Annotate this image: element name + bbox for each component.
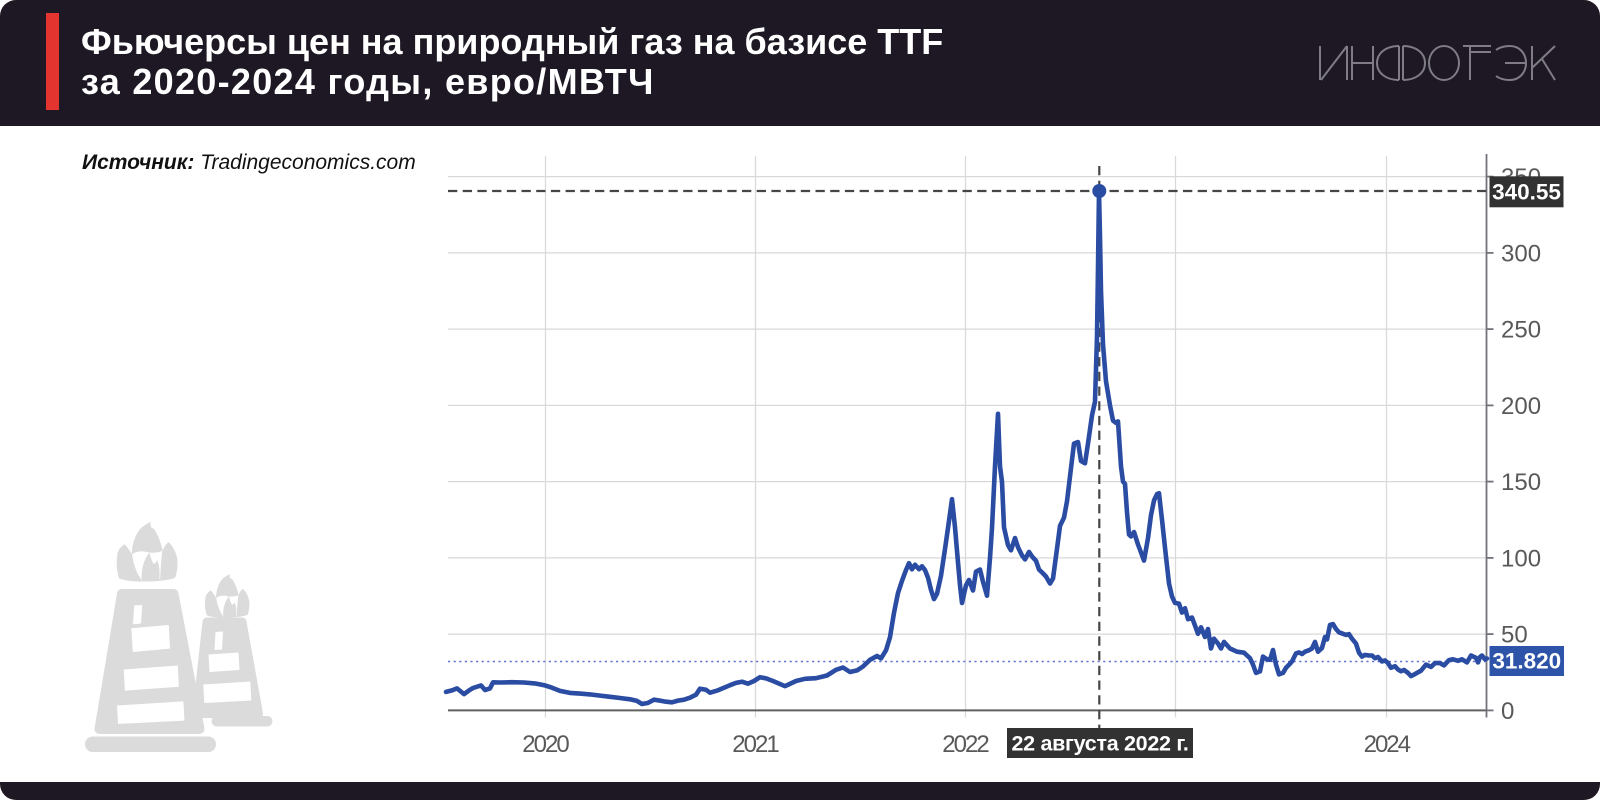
svg-text:2022: 2022 <box>942 731 989 758</box>
svg-text:50: 50 <box>1501 622 1528 649</box>
svg-text:0: 0 <box>1501 698 1514 725</box>
svg-text:250: 250 <box>1501 317 1541 344</box>
svg-text:22 августа 2022 г.: 22 августа 2022 г. <box>1011 732 1188 756</box>
svg-text:100: 100 <box>1501 545 1541 572</box>
svg-text:2021: 2021 <box>732 731 779 758</box>
svg-text:2020: 2020 <box>522 731 569 758</box>
svg-text:300: 300 <box>1501 240 1541 267</box>
svg-text:31.820: 31.820 <box>1492 649 1561 674</box>
svg-text:2024: 2024 <box>1364 731 1411 758</box>
svg-text:340.55: 340.55 <box>1492 180 1561 205</box>
svg-text:150: 150 <box>1501 469 1541 496</box>
svg-text:200: 200 <box>1501 393 1541 420</box>
